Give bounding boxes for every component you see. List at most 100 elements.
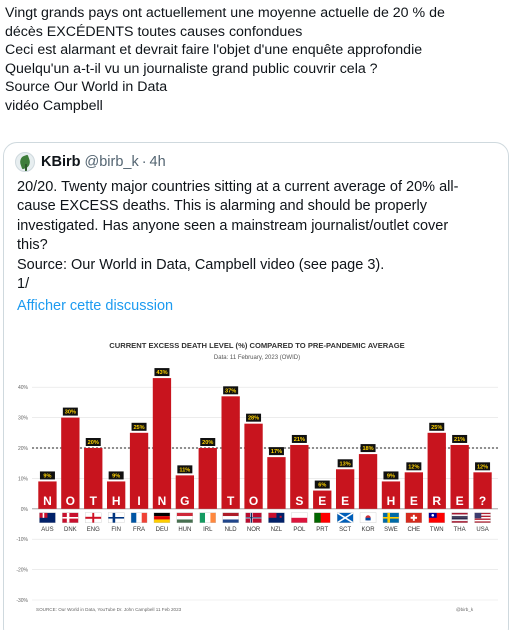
tweet-text: Vingt grands pays ont actuellement une m… <box>5 4 505 115</box>
flag-irl-icon <box>199 512 216 523</box>
quoted-tweet[interactable]: KBirb @birb_k · 4h 20/20. Twenty major c… <box>3 142 509 630</box>
flag-che-icon <box>405 512 423 523</box>
value-label: 21% <box>454 437 465 443</box>
value-label-box <box>246 413 262 422</box>
excess-death-chart[interactable]: CURRENT EXCESS DEATH LEVEL (%) COMPARED … <box>4 328 508 628</box>
category-label: POL <box>293 527 306 533</box>
quote-line: cause EXCESS deaths. This is alarming an… <box>17 198 427 215</box>
y-tick-label: 20% <box>18 446 29 452</box>
category-label: DNK <box>64 527 77 533</box>
value-label: 12% <box>477 464 488 470</box>
bar-letter: H <box>387 494 396 508</box>
chart-svg: CURRENT EXCESS DEATH LEVEL (%) COMPARED … <box>4 328 508 628</box>
value-label-box <box>223 386 239 395</box>
category-label: FRA <box>133 527 145 533</box>
y-tick-label: 10% <box>18 476 29 482</box>
category-label: HUN <box>178 527 191 533</box>
bar-letter: E <box>410 494 418 508</box>
category-label: IRL <box>203 527 213 533</box>
category-label: FIN <box>111 527 121 533</box>
y-tick-label: -10% <box>16 537 28 543</box>
flag-dnk-icon <box>62 512 79 523</box>
tweet-line: Quelqu'un a-t-il vu un journaliste grand… <box>5 60 378 77</box>
flag-usa-icon <box>474 512 491 523</box>
value-label: 17% <box>271 449 282 455</box>
plant-leaf-avatar-icon[interactable] <box>15 152 35 172</box>
show-thread-link[interactable]: Afficher cette discussion <box>17 298 174 314</box>
bar-pol <box>290 444 309 509</box>
quote-line: investigated. Has anyone seen a mainstre… <box>17 217 449 234</box>
bar-letter: T <box>227 494 235 508</box>
value-label-box <box>452 434 468 443</box>
bar-sct <box>335 469 355 509</box>
value-label-box <box>360 444 376 453</box>
y-tick-label: 40% <box>18 385 29 391</box>
flag-deu-icon <box>153 512 171 523</box>
value-label: 21% <box>294 437 305 443</box>
flag-eng-icon <box>85 512 102 523</box>
value-label-box <box>62 407 78 416</box>
value-label-box <box>268 447 284 456</box>
category-label: TWN <box>430 527 444 533</box>
category-label: ENG <box>87 527 100 533</box>
flag-swe-icon <box>382 512 400 523</box>
value-label-box <box>429 422 445 431</box>
chart-source: SOURCE: Our World in Data, YouTube Dr. J… <box>36 607 182 612</box>
bar-deu <box>152 378 172 509</box>
flag-twn-icon <box>428 512 445 523</box>
flag-nor-icon <box>245 512 262 523</box>
bar-letter: N <box>158 494 167 508</box>
value-label-box <box>39 471 55 480</box>
chart-watermark: @birb_k <box>456 607 474 612</box>
timestamp[interactable]: 4h <box>149 154 166 170</box>
author-handle[interactable]: @birb_k <box>84 154 139 170</box>
category-label: NZL <box>271 527 283 533</box>
bar-che <box>404 472 424 509</box>
author-name[interactable]: KBirb <box>41 154 81 170</box>
value-label: 18% <box>362 446 373 452</box>
chart-title: CURRENT EXCESS DEATH LEVEL (%) COMPARED … <box>109 341 404 350</box>
bar-letter: E <box>456 494 464 508</box>
value-label: 43% <box>156 370 167 376</box>
y-tick-label: -20% <box>16 568 28 574</box>
flag-tha-icon <box>451 512 468 523</box>
value-label-box <box>200 438 216 446</box>
tweet-line: Ceci est alarmant et devrait faire l'obj… <box>5 42 423 58</box>
quoted-tweet-body: 20/20. Twenty major countries sitting at… <box>17 178 507 294</box>
value-label: 20% <box>88 440 99 446</box>
category-label: THA <box>454 527 466 533</box>
bar-swe <box>381 481 401 509</box>
quote-line: this? <box>17 237 48 254</box>
bar-prt <box>313 490 332 509</box>
value-label-box <box>475 462 491 471</box>
bar-letter: O <box>66 494 75 508</box>
bar-letter: ? <box>479 494 486 508</box>
bar-letter: G <box>180 494 189 508</box>
tweet-line: vidéo Campbell <box>5 97 103 114</box>
bar-letter: H <box>112 494 121 508</box>
flag-hun-icon <box>176 512 194 523</box>
value-label: 13% <box>340 461 351 467</box>
tweet-line: Source Our World in Data <box>5 79 168 95</box>
bar-letter: I <box>137 494 140 508</box>
flag-aus-icon <box>39 512 56 523</box>
bar-letter: E <box>341 494 349 508</box>
y-tick-label: 0% <box>21 507 29 513</box>
value-label-box <box>406 462 422 471</box>
bar-hun <box>175 475 195 509</box>
y-tick-label: -30% <box>16 598 28 604</box>
flag-fin-icon <box>108 512 125 523</box>
value-label: 12% <box>408 464 419 470</box>
bar-usa <box>473 472 492 509</box>
value-label-box <box>337 459 353 468</box>
bar-kor <box>358 454 378 509</box>
value-label: 9% <box>387 473 395 479</box>
category-label: SCT <box>339 527 351 533</box>
separator-dot: · <box>141 154 147 170</box>
value-label-box <box>314 480 330 489</box>
bar-letter: S <box>295 494 303 508</box>
value-label-box <box>177 465 193 474</box>
quote-line: 20/20. Twenty major countries sitting at… <box>17 179 459 195</box>
category-label: NOR <box>247 527 261 533</box>
flag-fra-icon <box>130 512 148 523</box>
